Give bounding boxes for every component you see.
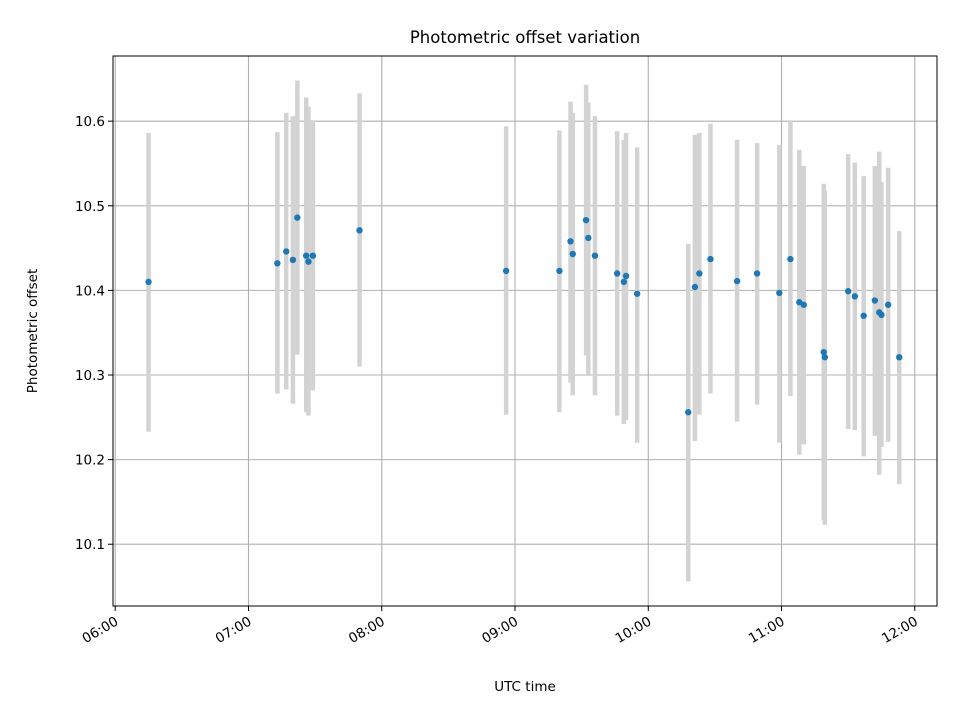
data-point: [753, 270, 761, 277]
data-point: [787, 255, 794, 263]
data-point: [305, 258, 312, 265]
data-point: [356, 227, 363, 234]
y-tick-label: 10.3: [75, 368, 105, 384]
y-axis-label: Photometric offset: [25, 269, 41, 393]
x-tick-label: 10:00: [613, 614, 655, 647]
x-tick-label: 07:00: [213, 614, 255, 647]
data-point: [871, 297, 879, 304]
data-point: [821, 354, 829, 361]
error-bars: [146, 80, 902, 582]
data-point: [691, 283, 699, 291]
data-point: [707, 255, 714, 263]
data-point: [591, 252, 599, 259]
data-point: [582, 216, 590, 224]
data-point: [294, 214, 301, 221]
grid: [113, 56, 937, 606]
y-tick-label: 10.6: [75, 114, 105, 130]
data-point: [696, 270, 703, 277]
plot-frame: [112, 55, 938, 607]
data-point: [289, 256, 297, 264]
data-point: [274, 260, 281, 267]
data-point: [776, 289, 783, 297]
x-axis-ticks: 06:00 07:00 08:00 09:00 10:00 11:00 12:00: [80, 606, 921, 647]
y-tick-label: 10.5: [75, 199, 105, 215]
x-tick-label: 09:00: [479, 614, 521, 647]
data-point: [556, 267, 563, 275]
data-point: [613, 270, 621, 277]
y-tick-label: 10.4: [75, 283, 105, 299]
chart-title: Photometric offset variation: [410, 28, 640, 47]
data-point: [820, 348, 827, 356]
x-axis-label: UTC time: [494, 679, 556, 695]
data-point: [309, 252, 317, 259]
data-point: [896, 354, 903, 361]
data-point: [567, 238, 574, 245]
y-tick-label: 10.2: [75, 453, 105, 469]
data-point: [878, 311, 885, 319]
x-tick-label: 08:00: [346, 614, 388, 647]
data-point: [569, 250, 576, 258]
data-point: [733, 277, 741, 285]
data-point: [685, 409, 692, 416]
x-tick-label: 06:00: [80, 614, 122, 647]
x-tick-label: 12:00: [879, 614, 921, 647]
data-point: [283, 248, 290, 255]
data-point: [145, 278, 152, 286]
data-point: [844, 288, 852, 295]
data-point: [800, 301, 807, 308]
y-tick-label: 10.1: [75, 537, 105, 553]
data-point: [620, 278, 628, 286]
data-point: [622, 272, 630, 280]
data-point: [851, 293, 859, 300]
data-point: [502, 267, 510, 275]
data-point: [884, 301, 892, 308]
data-point: [303, 252, 310, 259]
x-tick-label: 11:00: [746, 614, 788, 647]
data-point: [860, 312, 867, 319]
data-point: [585, 234, 592, 242]
data-points: [145, 214, 903, 416]
y-axis-ticks: 10.1 10.2 10.3 10.4 10.5 10.6: [75, 114, 113, 553]
data-point: [633, 290, 641, 297]
